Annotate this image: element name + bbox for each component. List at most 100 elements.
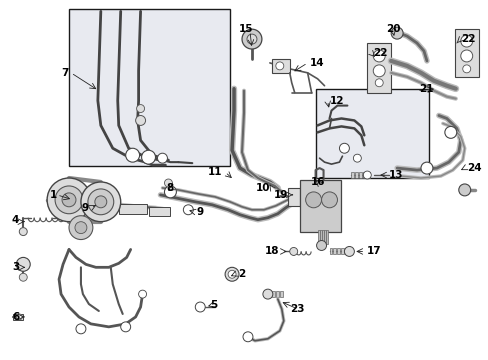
Circle shape (275, 62, 283, 70)
Circle shape (344, 247, 354, 256)
Circle shape (363, 171, 370, 179)
Circle shape (47, 178, 91, 222)
Text: 21: 21 (418, 84, 433, 94)
Text: 8: 8 (166, 183, 174, 193)
Bar (341, 248, 344, 255)
Circle shape (263, 289, 272, 299)
Circle shape (353, 154, 361, 162)
Text: 23: 23 (290, 304, 305, 314)
Circle shape (460, 50, 472, 62)
Circle shape (164, 179, 172, 187)
Circle shape (100, 195, 109, 205)
Bar (359, 172, 362, 178)
Circle shape (157, 153, 167, 163)
Bar (454, 29, 478, 77)
Bar (69, 9, 230, 166)
Text: 11: 11 (207, 167, 222, 177)
Text: 17: 17 (366, 247, 381, 256)
Text: 14: 14 (309, 58, 324, 68)
Bar (337, 248, 340, 255)
Text: 15: 15 (238, 24, 253, 34)
Bar (325, 230, 327, 243)
Circle shape (76, 324, 86, 334)
Circle shape (81, 182, 121, 222)
Bar (355, 172, 358, 178)
Text: 24: 24 (466, 163, 480, 173)
Circle shape (135, 116, 145, 125)
Circle shape (97, 203, 104, 211)
Bar (317, 230, 319, 243)
Bar (321, 230, 323, 243)
Circle shape (95, 196, 106, 208)
Circle shape (243, 332, 252, 342)
Circle shape (372, 65, 385, 77)
Text: 6: 6 (12, 312, 19, 322)
Text: 22: 22 (460, 34, 474, 44)
Text: 4: 4 (12, 215, 19, 225)
Circle shape (420, 162, 432, 174)
Bar (119, 204, 146, 214)
Circle shape (62, 193, 76, 207)
Bar (366, 172, 369, 178)
Text: 2: 2 (238, 269, 245, 279)
Circle shape (164, 186, 176, 198)
Bar (329, 248, 332, 255)
Circle shape (227, 270, 236, 278)
Circle shape (195, 302, 205, 312)
Circle shape (136, 105, 144, 113)
Circle shape (88, 189, 114, 215)
Bar (345, 248, 347, 255)
Circle shape (75, 222, 87, 234)
Circle shape (16, 314, 22, 320)
Circle shape (458, 184, 470, 196)
Text: 13: 13 (388, 170, 403, 180)
Circle shape (246, 34, 256, 44)
Circle shape (316, 240, 326, 251)
Bar (363, 172, 366, 178)
Text: 10: 10 (255, 183, 269, 193)
Circle shape (305, 192, 321, 208)
Circle shape (69, 216, 93, 239)
Text: 16: 16 (310, 177, 324, 187)
Circle shape (142, 150, 155, 164)
Text: 3: 3 (12, 262, 19, 272)
Text: 19: 19 (273, 190, 287, 200)
Bar (333, 248, 336, 255)
Circle shape (224, 267, 239, 281)
Circle shape (19, 228, 27, 235)
Bar (148, 207, 170, 216)
Text: 1: 1 (50, 190, 57, 200)
Bar (351, 172, 354, 178)
Bar (267, 291, 270, 297)
Bar (287, 188, 299, 206)
Text: 22: 22 (372, 48, 387, 58)
Bar (323, 230, 325, 243)
Circle shape (55, 186, 83, 214)
Circle shape (183, 205, 193, 215)
Text: 7: 7 (61, 68, 69, 78)
Circle shape (125, 148, 139, 162)
Circle shape (444, 126, 456, 138)
Circle shape (138, 290, 146, 298)
Circle shape (289, 247, 297, 255)
Circle shape (321, 192, 337, 208)
Bar (366, 43, 390, 93)
Circle shape (462, 65, 470, 73)
Text: 5: 5 (210, 300, 217, 310)
Bar (271, 291, 274, 297)
Circle shape (460, 35, 472, 47)
Circle shape (242, 29, 262, 49)
Bar (279, 291, 282, 297)
Text: 9: 9 (81, 203, 89, 213)
Text: 20: 20 (385, 24, 400, 34)
Bar (315, 89, 428, 178)
Bar (299, 180, 341, 231)
Circle shape (390, 27, 402, 39)
Bar (271, 59, 289, 73)
Circle shape (121, 322, 130, 332)
Circle shape (339, 143, 349, 153)
Text: 12: 12 (329, 96, 344, 105)
Text: 9: 9 (196, 207, 203, 217)
Circle shape (16, 257, 30, 271)
Bar (13, 314, 23, 320)
